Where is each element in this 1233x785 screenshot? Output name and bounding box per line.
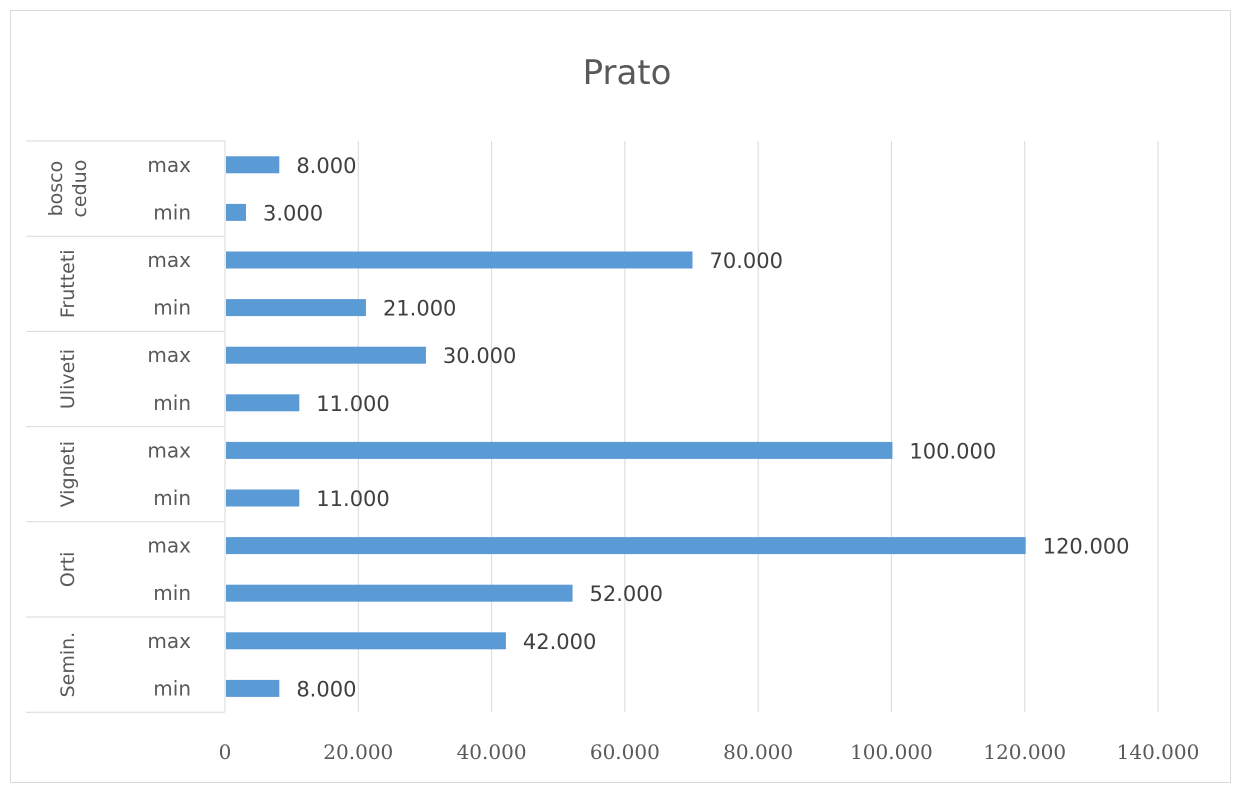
x-tick-label: 40.000	[457, 740, 527, 764]
subcategory-label: max	[147, 534, 191, 558]
category-label: bosco	[45, 161, 67, 217]
chart-frame	[10, 10, 1231, 783]
bar	[226, 299, 366, 317]
data-label: 21.000	[383, 297, 456, 321]
data-label: 52.000	[590, 582, 663, 606]
bar	[226, 251, 693, 269]
category-axis: bosco ceduo max min Frutteti max min Uliveti max…	[26, 140, 226, 713]
bar	[226, 584, 573, 602]
gridlines	[357, 141, 1159, 712]
bar	[226, 156, 280, 174]
data-labels: 8.000 3.000 70.000 21.000 30.000 11.000 100.00…	[263, 154, 1130, 702]
subcategory-label: max	[147, 629, 191, 653]
subcategory-label: min	[153, 200, 191, 224]
x-tick-label: 20.000	[323, 740, 393, 764]
data-label: 3.000	[263, 201, 323, 225]
subcategory-label: max	[147, 248, 191, 272]
category-label: Semin.	[57, 632, 79, 698]
subcategory-label: min	[153, 391, 191, 415]
x-axis-ticks: 0 20.000 40.000 60.000 80.000 100.000 120.000 1…	[219, 740, 1200, 764]
x-tick-label: 80.000	[723, 740, 793, 764]
category-label: Orti	[57, 552, 79, 588]
data-label: 42.000	[523, 630, 596, 654]
x-tick-label: 140.000	[1117, 740, 1200, 764]
bar	[226, 441, 893, 459]
data-label: 11.000	[316, 487, 389, 511]
subcategory-label: min	[153, 581, 191, 605]
bar	[226, 346, 426, 364]
x-tick-label: 100.000	[850, 740, 933, 764]
subcategory-label: min	[153, 676, 191, 700]
subcategory-label: min	[153, 486, 191, 510]
data-label: 100.000	[909, 439, 996, 463]
data-label: 30.000	[443, 344, 516, 368]
bars	[226, 156, 1026, 697]
data-label: 120.000	[1043, 535, 1130, 559]
subcategory-label: max	[147, 153, 191, 177]
x-tick-label: 60.000	[590, 740, 660, 764]
data-label: 8.000	[296, 677, 356, 701]
bar	[226, 489, 300, 507]
category-label: Vigneti	[57, 441, 79, 507]
bar	[226, 537, 1026, 555]
bar	[226, 632, 506, 650]
x-tick-label: 0	[219, 740, 232, 764]
category-label: ceduo	[69, 160, 91, 218]
data-label: 8.000	[296, 154, 356, 178]
chart-title: Prato	[583, 53, 672, 93]
category-label: Frutteti	[57, 249, 79, 318]
subcategory-label: min	[153, 296, 191, 320]
data-label: 11.000	[316, 392, 389, 416]
x-tick-label: 120.000	[983, 740, 1066, 764]
bar	[226, 203, 246, 221]
bar	[226, 394, 300, 412]
subcategory-label: max	[147, 438, 191, 462]
subcategory-label: max	[147, 343, 191, 367]
data-label: 70.000	[710, 249, 783, 273]
bar	[226, 679, 280, 697]
category-label: Uliveti	[57, 349, 79, 409]
